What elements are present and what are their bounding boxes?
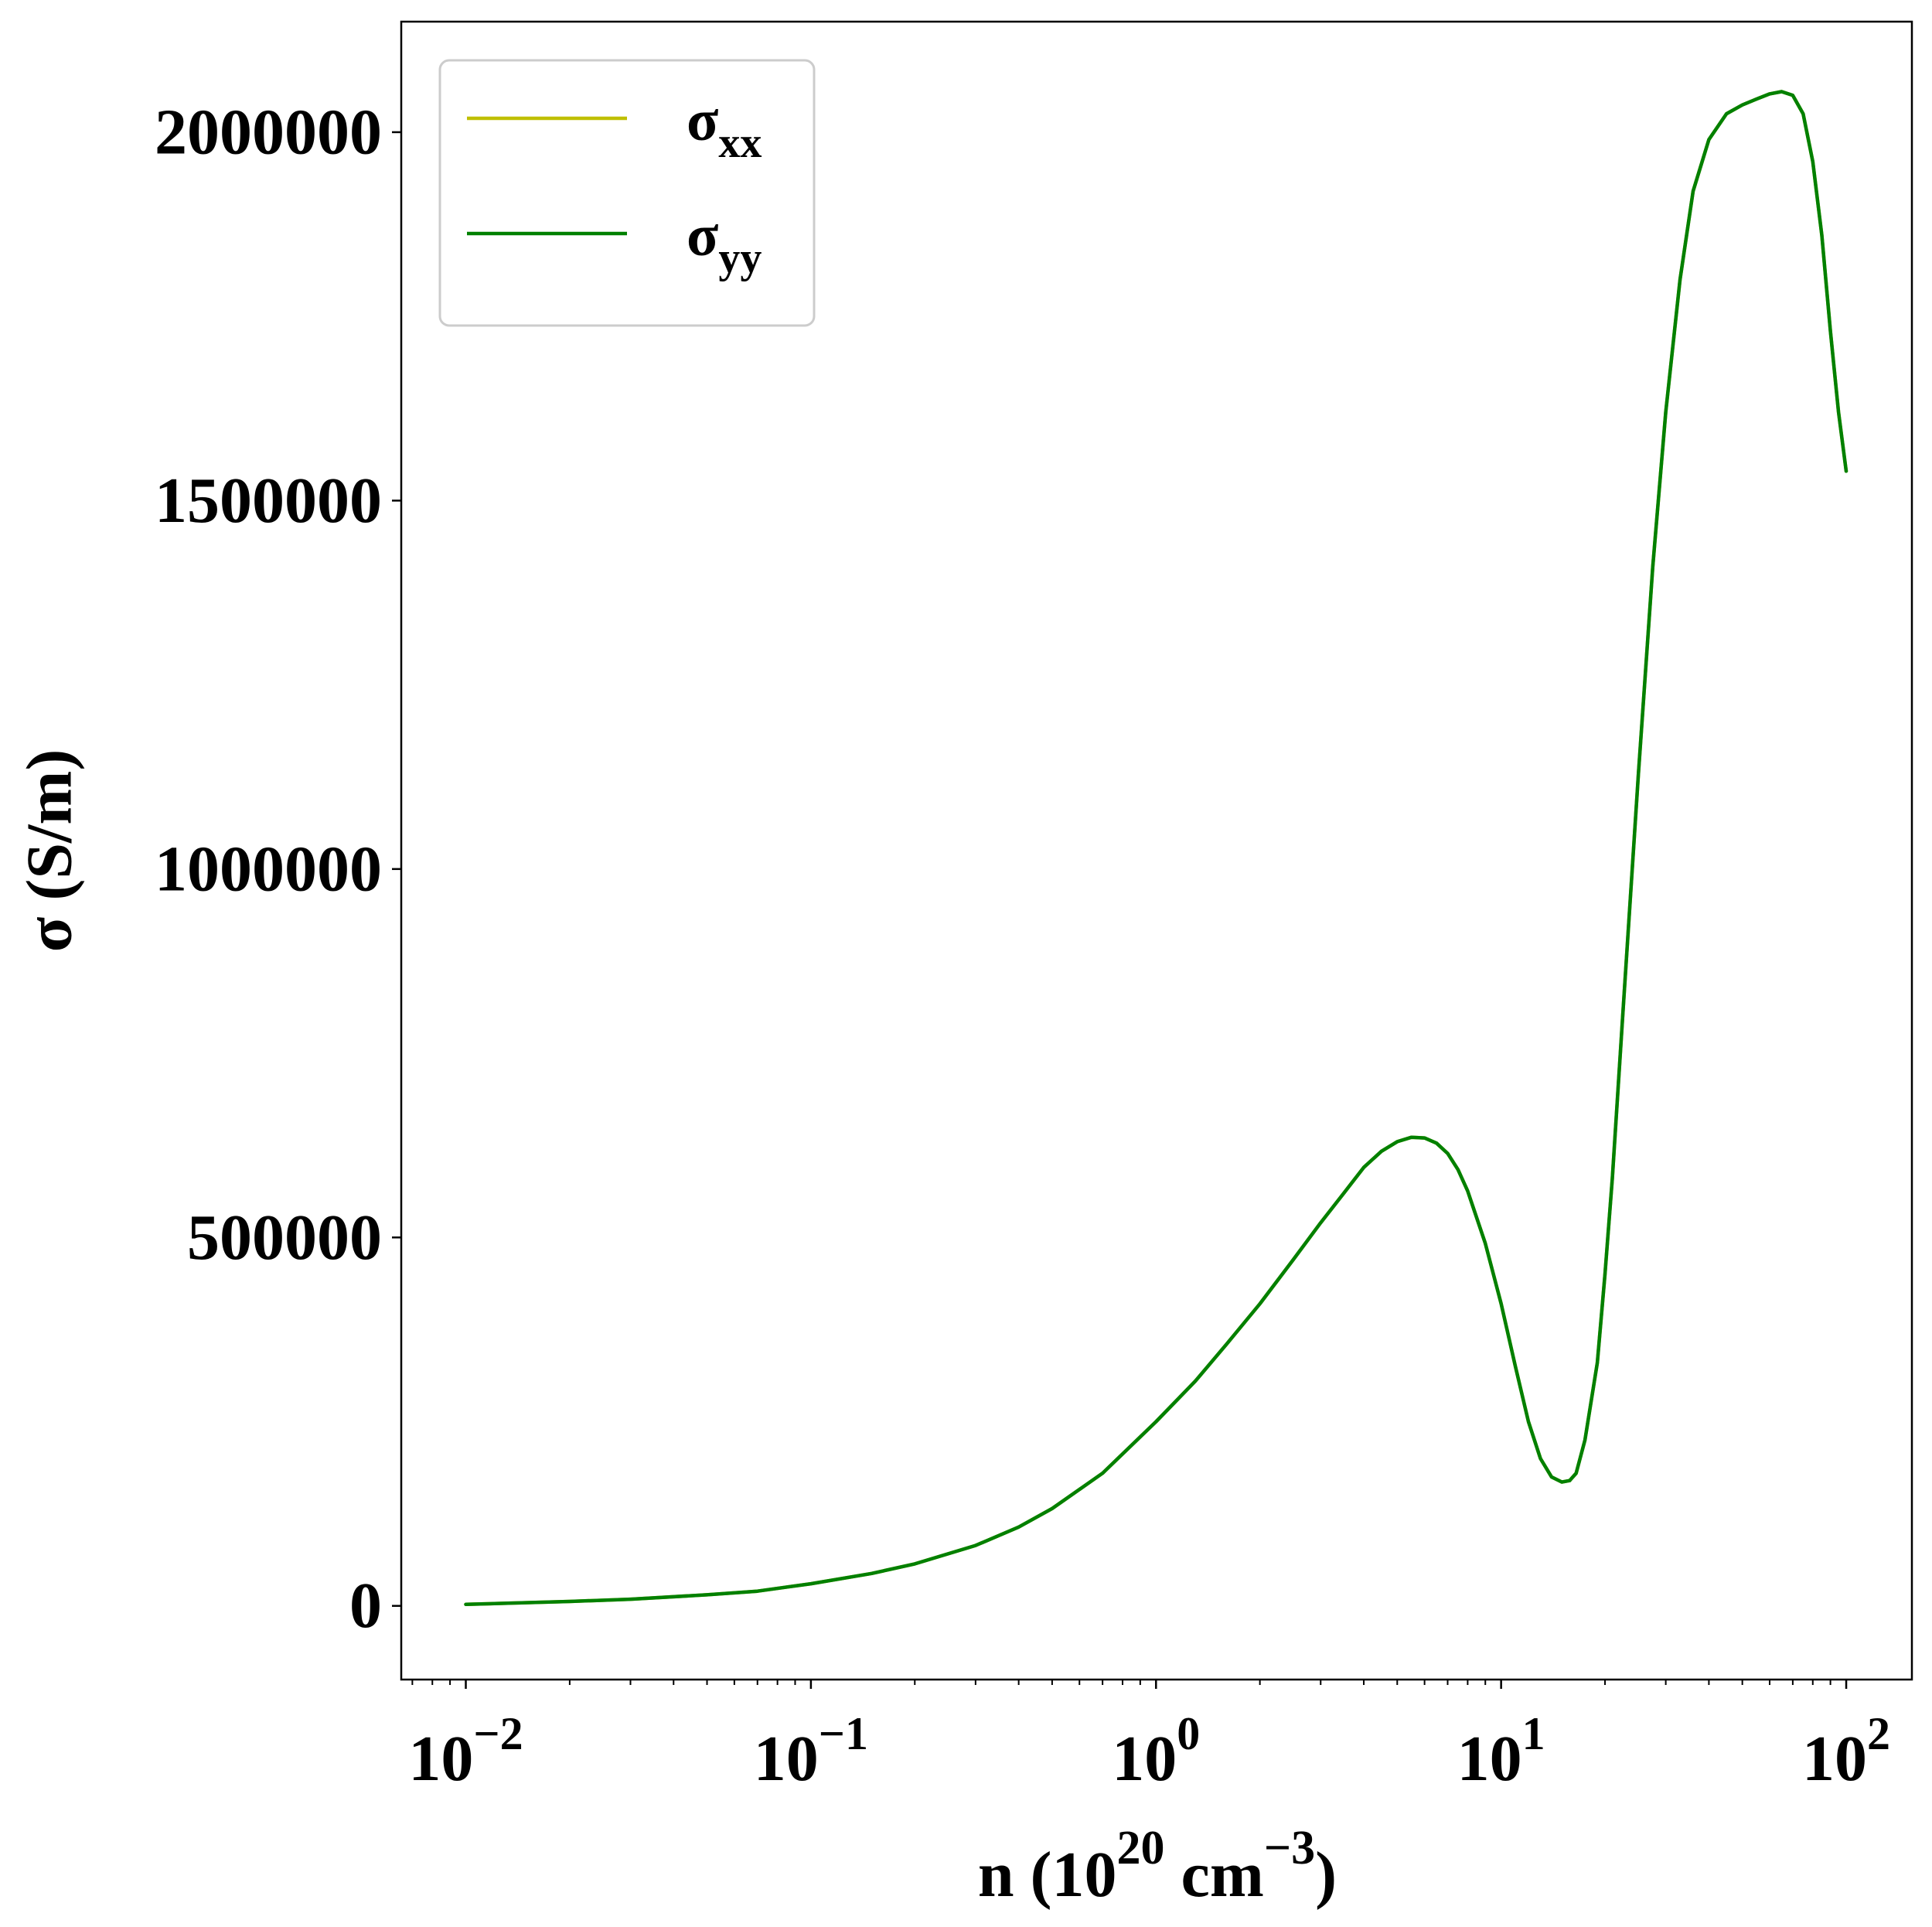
x-tick-label: 101	[1457, 1708, 1545, 1795]
x-axis-title: n (1020 cm−3)	[978, 1822, 1337, 1911]
y-tick-label: 500000	[187, 1202, 382, 1274]
x-axis-title-end: )	[1315, 1839, 1337, 1911]
y-tick-label: 0	[349, 1570, 382, 1642]
series-line-yy	[464, 90, 1849, 1607]
series-layer	[464, 90, 1849, 1607]
y-axis: 0 500000 1000000 1500000 2000000	[155, 96, 401, 1642]
x-tick-label: 10−1	[754, 1708, 868, 1795]
y-tick-label: 1000000	[155, 833, 382, 905]
x-axis-title-exp2: −3	[1264, 1822, 1315, 1874]
x-axis: 10−2 10−1 100 101 102	[408, 1680, 1890, 1795]
y-tick-label: 2000000	[155, 96, 382, 168]
y-tick-label: 1500000	[155, 465, 382, 537]
legend-label-sigma-xx: σxx	[687, 88, 762, 167]
x-axis-title-main: n (10	[978, 1839, 1117, 1911]
x-axis-title-mid: cm	[1165, 1839, 1264, 1911]
legend: σxx σyy	[438, 59, 816, 327]
y-axis-title: σ (S/m)	[13, 749, 85, 953]
legend-label-sigma-yy: σyy	[687, 203, 762, 282]
x-tick-label: 100	[1112, 1708, 1200, 1795]
x-tick-label: 10−2	[408, 1708, 523, 1795]
x-tick-label: 102	[1802, 1708, 1890, 1795]
legend-box	[438, 59, 816, 327]
x-axis-title-exp1: 20	[1117, 1822, 1165, 1874]
